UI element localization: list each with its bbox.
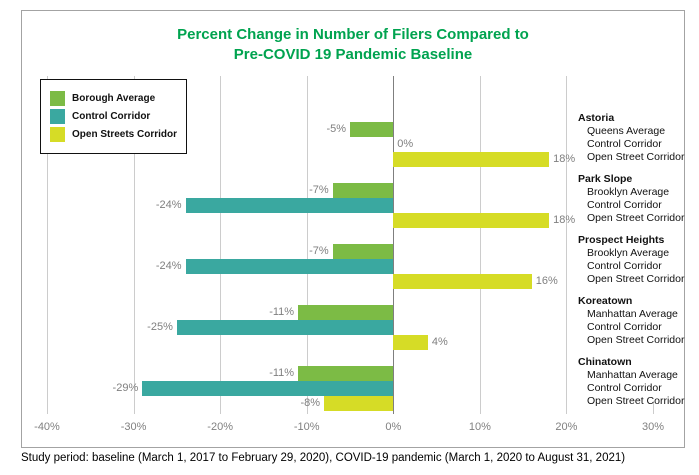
- row-label: Control Corridor: [587, 260, 662, 272]
- x-tick-label: -20%: [207, 421, 233, 433]
- group-label-block: Astoria Queens Average Control Corridor Ope…: [578, 112, 690, 164]
- row-label: Control Corridor: [587, 199, 662, 211]
- bar-value-label: 18%: [553, 153, 576, 165]
- x-tick-label: 0%: [385, 421, 402, 433]
- bar-value-label: -29%: [112, 382, 139, 394]
- bar-value-label: -5%: [326, 123, 346, 135]
- row-label: Control Corridor: [587, 382, 662, 394]
- group-label-block: Chinatown Manhattan Average Control Corrid…: [578, 356, 690, 408]
- legend-item-open-streets-corridor: Open Streets Corridor: [50, 127, 177, 142]
- group-label-block: Park Slope Brooklyn Average Control Corrid…: [578, 173, 690, 225]
- gridline: [47, 76, 48, 414]
- bar-value-label: -7%: [309, 184, 329, 196]
- row-label: Brooklyn Average: [587, 247, 670, 259]
- row-label: Open Street Corridor: [587, 334, 685, 346]
- row-label: Manhattan Average: [587, 308, 678, 320]
- chart-title-line-1: Percent Change in Number of Filers Compa…: [177, 26, 529, 43]
- x-tick-label: 20%: [555, 421, 578, 433]
- x-tick-label: -30%: [120, 421, 147, 433]
- x-tick-label: -10%: [293, 421, 320, 433]
- bar-value-label: -25%: [147, 321, 173, 333]
- legend-label: Control Corridor: [72, 111, 151, 122]
- bar: [393, 213, 550, 228]
- x-tick-label: -40%: [34, 421, 60, 433]
- plot-area: -40% -30% -20% -10% 0% 10% 20% 30% -5% 0% 18% -7% -2…: [34, 76, 664, 433]
- bar: [332, 183, 394, 198]
- bar-value-label: 4%: [431, 336, 448, 348]
- open-streets-corridor-swatch-icon: [50, 127, 65, 142]
- bar: [332, 244, 394, 259]
- row-label: Queens Average: [587, 125, 666, 137]
- gridline: [306, 76, 308, 414]
- group-label-block: Prospect Heights Brooklyn Average Control …: [578, 234, 690, 286]
- bar: [142, 381, 394, 396]
- group-name: Koreatown: [578, 295, 633, 307]
- bar: [393, 152, 550, 167]
- group-labels: Astoria Queens Average Control Corridor Ope…: [578, 76, 690, 414]
- legend-item-borough-average: Borough Average: [50, 91, 177, 106]
- group-name: Astoria: [578, 112, 615, 124]
- gridline: [566, 76, 568, 414]
- row-label: Open Street Corridor: [587, 273, 685, 285]
- bar: [185, 259, 394, 274]
- bar: [393, 274, 532, 289]
- bar: [185, 198, 394, 213]
- group-name: Chinatown: [578, 356, 632, 368]
- study-period-footnote: Study period: baseline (March 1, 2017 to…: [21, 452, 626, 464]
- legend: Borough Average Control Corridor Open St…: [40, 79, 188, 154]
- gridline: [133, 76, 135, 414]
- legend-label: Open Streets Corridor: [72, 129, 178, 140]
- bar-value-label: 16%: [535, 275, 558, 287]
- row-label: Open Street Corridor: [587, 395, 685, 407]
- gridline: [653, 401, 654, 414]
- bar-value-label: -24%: [155, 199, 182, 211]
- row-label: Control Corridor: [587, 321, 662, 333]
- gridline: [479, 76, 481, 414]
- chart-frame: Percent Change in Number of Filers Compa…: [21, 10, 685, 448]
- bar-value-label: -11%: [269, 306, 295, 318]
- bar-value-label: -11%: [269, 367, 295, 379]
- row-label: Brooklyn Average: [587, 186, 670, 198]
- row-label: Manhattan Average: [587, 369, 678, 381]
- row-label: Open Street Corridor: [587, 212, 685, 224]
- chart-title: Percent Change in Number of Filers Compa…: [22, 25, 684, 65]
- control-corridor-swatch-icon: [50, 109, 65, 124]
- row-label: Control Corridor: [587, 138, 662, 150]
- group-name: Park Slope: [578, 173, 633, 185]
- chart-title-line-2: Pre-COVID 19 Pandemic Baseline: [233, 46, 473, 63]
- bar: [324, 396, 394, 411]
- x-tick-label: 10%: [468, 421, 491, 433]
- bar: [298, 366, 394, 381]
- bar: [298, 305, 394, 320]
- row-label: Open Street Corridor: [587, 151, 685, 163]
- bar-value-label: 18%: [553, 214, 576, 226]
- bar-value-label: -8%: [300, 397, 321, 409]
- zero-axis-line: [393, 76, 395, 414]
- bar-value-label: -7%: [309, 245, 329, 257]
- bar: [176, 320, 394, 335]
- bar: [350, 122, 394, 137]
- bar: [393, 335, 428, 350]
- borough-average-swatch-icon: [50, 91, 65, 106]
- bar-value-label: 0%: [397, 138, 414, 150]
- x-tick-label: 30%: [641, 421, 665, 433]
- legend-item-control-corridor: Control Corridor: [50, 109, 177, 124]
- bar-value-label: -24%: [155, 260, 182, 272]
- legend-label: Borough Average: [72, 93, 156, 104]
- group-name: Prospect Heights: [578, 234, 665, 246]
- gridline: [220, 76, 222, 414]
- group-label-block: Koreatown Manhattan Average Control Corrid…: [578, 295, 690, 347]
